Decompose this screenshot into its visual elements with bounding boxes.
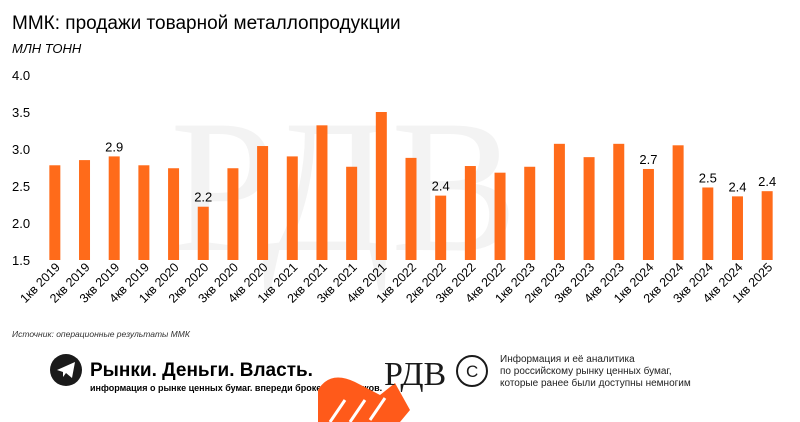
brand-name: Рынки. Деньги. Власть. xyxy=(90,360,313,381)
bar xyxy=(108,156,120,260)
logo-block: РДВ C xyxy=(318,355,488,422)
y-tick-label: 2.5 xyxy=(12,179,30,194)
data-label: 2.9 xyxy=(105,139,123,154)
data-label: 2.7 xyxy=(639,152,657,167)
chart-unit: МЛН ТОНН xyxy=(12,41,82,56)
bar xyxy=(672,145,684,260)
bar xyxy=(79,160,91,260)
bar xyxy=(227,168,239,260)
y-tick-label: 3.5 xyxy=(12,105,30,120)
info-line-2: по российскому рынку ценных бумаг, xyxy=(500,365,672,377)
brand-block: Рынки. Деньги. Власть. информация о рынк… xyxy=(50,354,382,393)
bar xyxy=(138,165,150,260)
bar xyxy=(464,166,476,260)
data-labels: 2.9 2.2 2.4 2.7 2.5 2.4 2.4 xyxy=(105,139,776,204)
y-tick-label: 4.0 xyxy=(12,68,30,83)
bars xyxy=(49,112,773,260)
brand-tagline: информация о рынке ценных бумаг. впереди… xyxy=(90,383,382,393)
bar xyxy=(375,112,387,260)
info-line-3: которые ранее были доступны немногим xyxy=(500,377,691,389)
bar xyxy=(286,156,298,260)
bar xyxy=(49,165,61,260)
bar xyxy=(168,168,180,260)
y-tick-label: 3.0 xyxy=(12,142,30,157)
bar xyxy=(435,195,447,260)
y-axis: 1.5 2.0 2.5 3.0 3.5 4.0 xyxy=(12,68,30,268)
bar xyxy=(346,166,358,260)
data-label: 2.4 xyxy=(758,174,776,189)
bar xyxy=(731,196,743,260)
logo-text: РДВ xyxy=(384,356,446,393)
bar xyxy=(642,168,654,260)
data-label: 2.2 xyxy=(194,190,212,205)
bar xyxy=(405,157,417,260)
data-label: 2.4 xyxy=(432,179,450,194)
data-label: 2.5 xyxy=(699,170,717,185)
bar xyxy=(583,157,595,260)
info-block: Информация и её аналитика по российскому… xyxy=(500,353,691,389)
bar xyxy=(524,166,536,260)
bar xyxy=(197,206,209,260)
info-line-1: Информация и её аналитика xyxy=(500,353,635,365)
bar xyxy=(494,172,506,260)
bar xyxy=(702,187,714,260)
y-tick-label: 1.5 xyxy=(12,253,30,268)
data-label: 2.4 xyxy=(728,179,746,194)
telegram-plane-icon xyxy=(57,362,75,378)
bar xyxy=(316,125,328,260)
logo-stripes xyxy=(328,397,387,422)
y-tick-label: 2.0 xyxy=(12,216,30,231)
copyright-c-glyph: C xyxy=(466,362,478,381)
bar xyxy=(613,143,625,260)
chart-title: ММК: продажи товарной металлопродукции xyxy=(12,13,401,34)
source-note: Источник: операционные результаты ММК xyxy=(12,329,191,339)
bar xyxy=(761,191,773,260)
copyright-icon xyxy=(456,355,488,387)
bar xyxy=(553,143,565,260)
bar xyxy=(257,146,269,260)
